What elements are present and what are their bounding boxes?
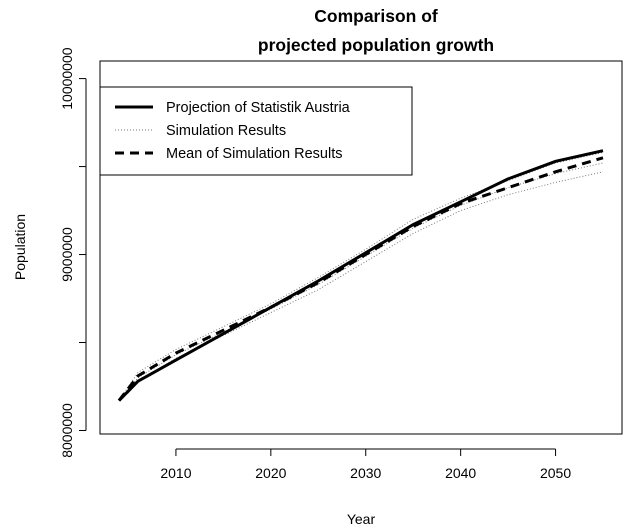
x-axis: 2010 2020 2030 2040 2050 <box>160 448 571 481</box>
chart-title-line-1: Comparison of <box>314 6 438 26</box>
chart-title-line-2: projected population growth <box>258 35 494 55</box>
y-tick-label: 9000000 <box>59 227 75 282</box>
legend-box <box>99 86 413 176</box>
y-tick-label: 10000000 <box>59 47 75 110</box>
x-tick-label: 2040 <box>445 465 476 481</box>
y-axis: 8000000 9000000 10000000 <box>59 47 87 458</box>
x-tick-label: 2030 <box>350 465 381 481</box>
y-axis-label: Population <box>12 214 28 280</box>
plot-frame <box>99 60 623 435</box>
x-axis-label: Year <box>347 511 376 527</box>
simulation-envelope-low <box>118 171 604 401</box>
legend-label-simulation: Simulation Results <box>166 123 286 139</box>
y-tick-label: 8000000 <box>59 403 75 458</box>
x-tick-label: 2010 <box>160 465 191 481</box>
projection-line <box>117 149 604 402</box>
legend-label-projection: Projection of Statistik Austria <box>166 100 351 116</box>
x-tick-label: 2020 <box>255 465 286 481</box>
legend: Projection of Statistik Austria Simulati… <box>99 86 413 176</box>
mean-simulation-line <box>117 156 604 402</box>
series-layer <box>117 149 604 402</box>
legend-label-mean: Mean of Simulation Results <box>166 146 343 162</box>
x-tick-label: 2050 <box>540 465 571 481</box>
